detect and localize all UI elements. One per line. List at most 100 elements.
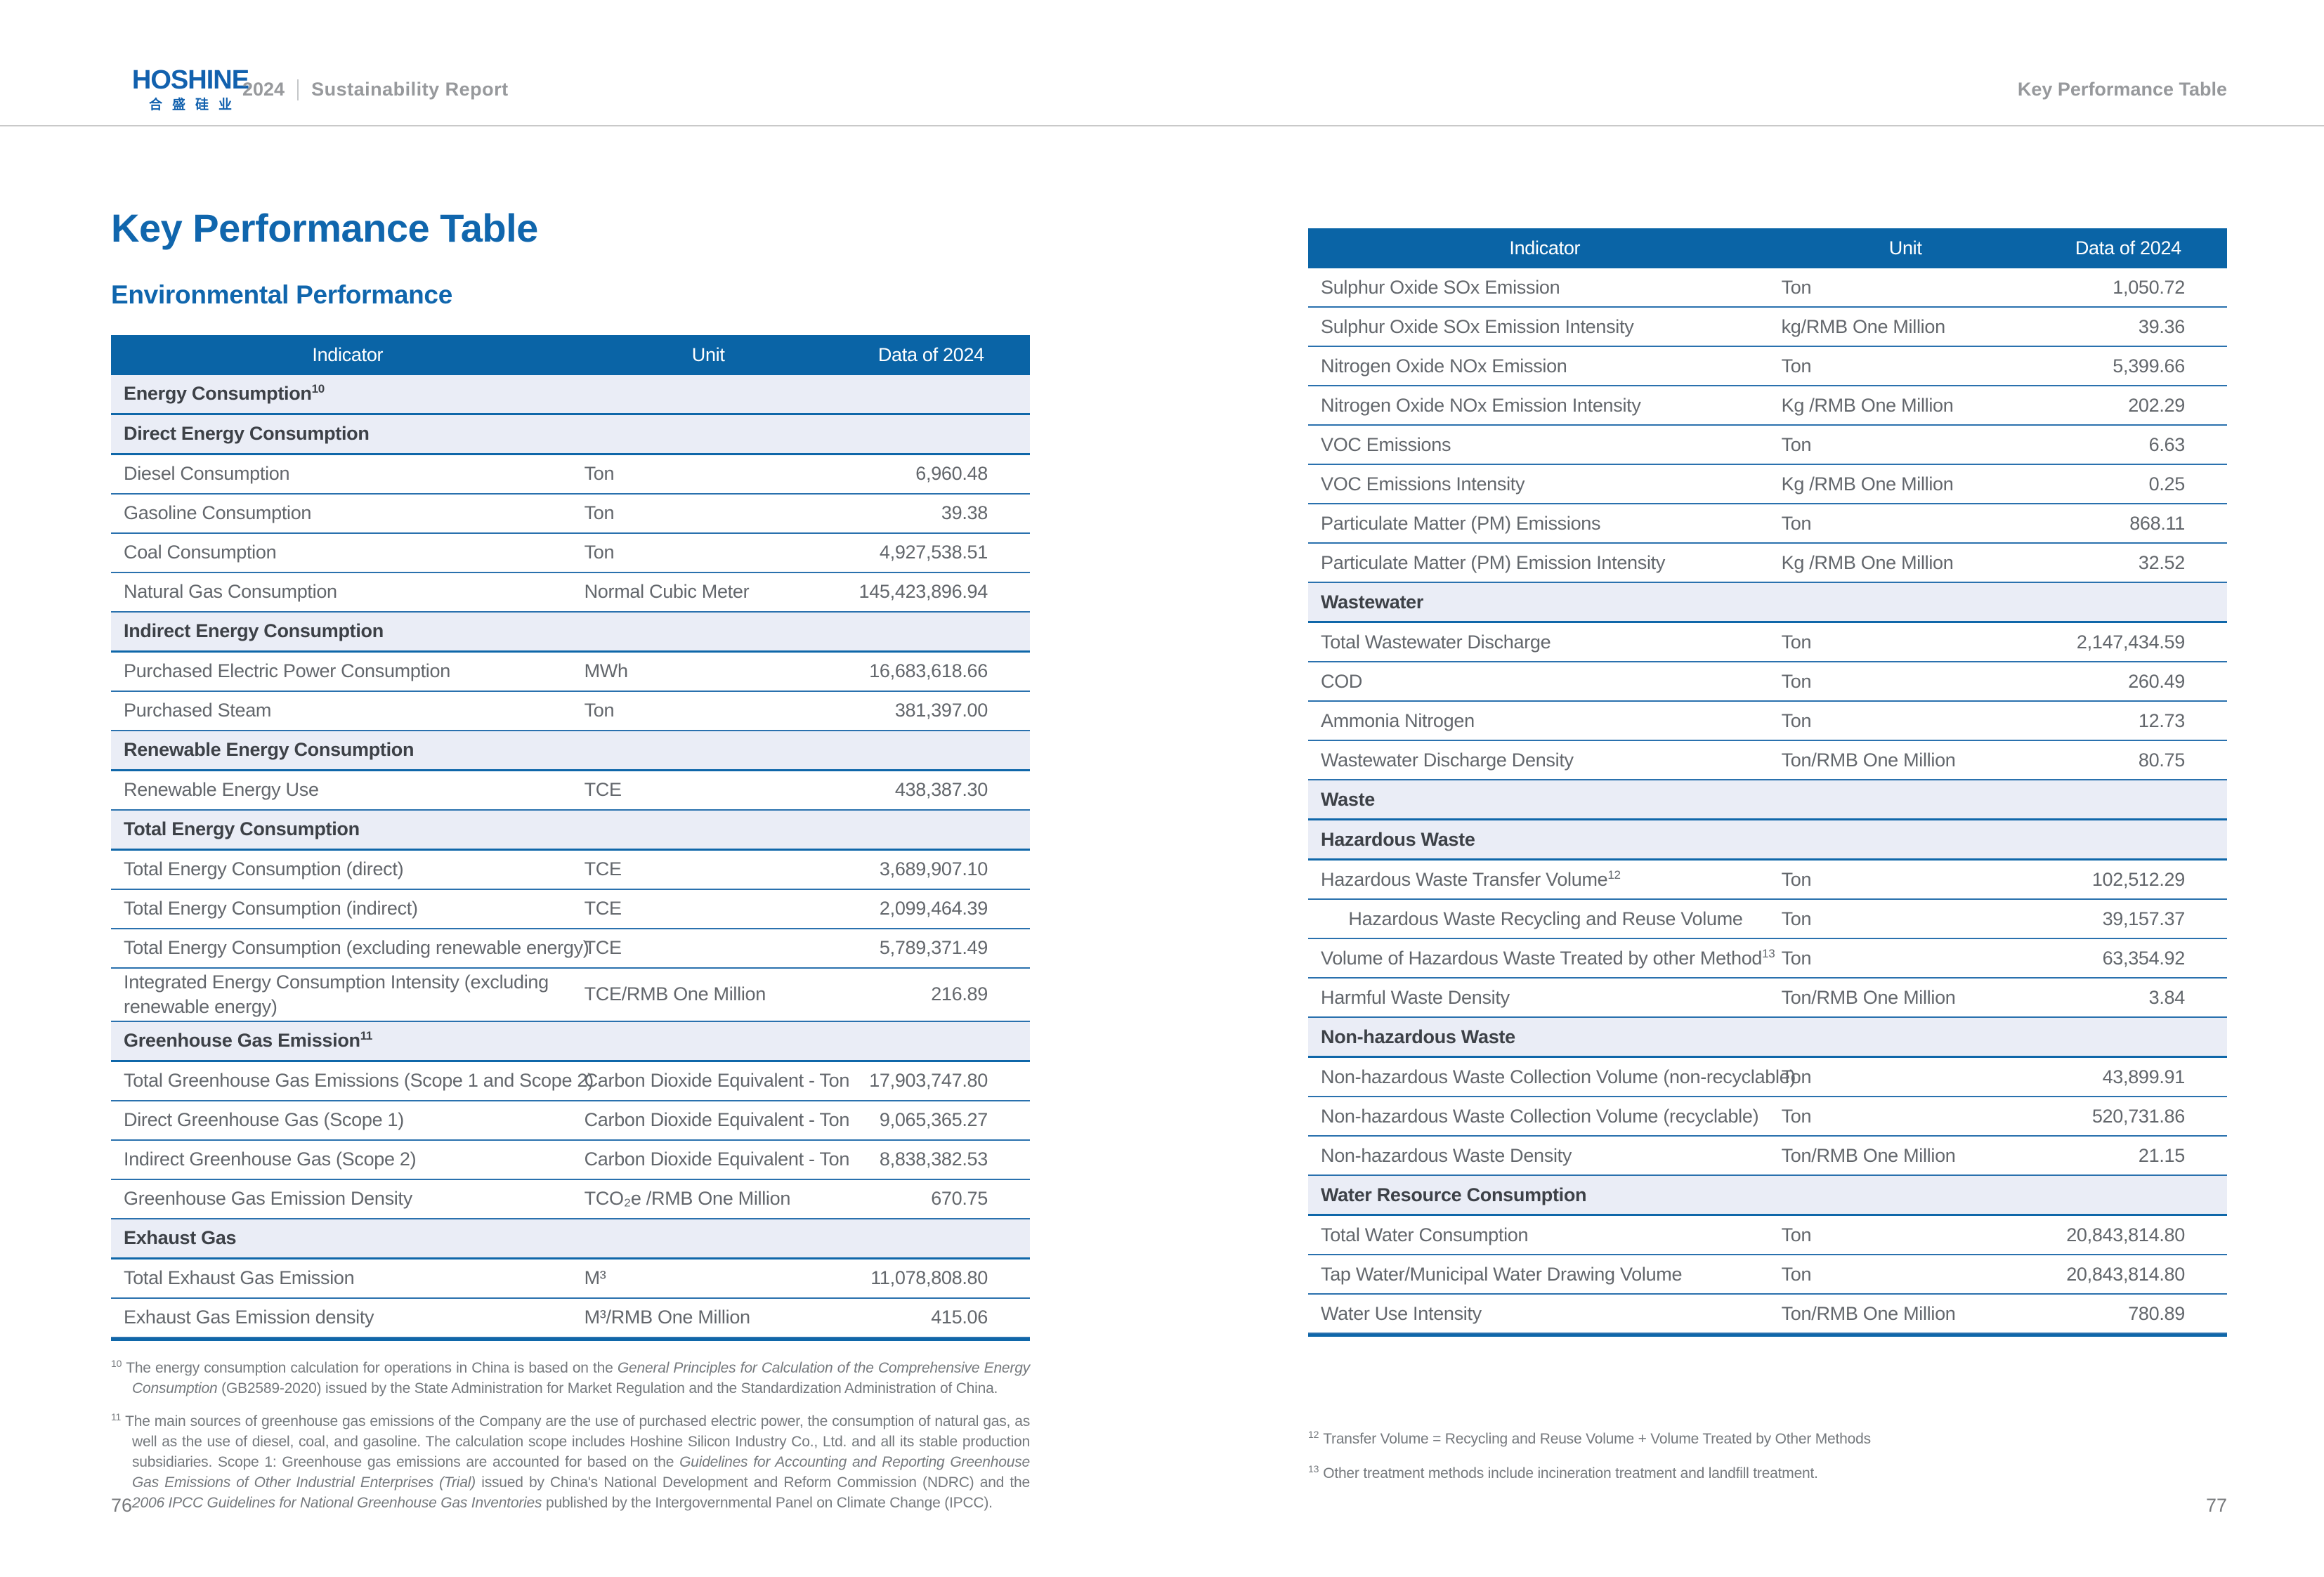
- indicator-cell: Total Exhaust Gas Emission: [124, 1267, 355, 1289]
- value-cell: 2,099,464.39: [879, 898, 988, 920]
- unit-cell: Ton/RMB One Million: [1781, 1302, 1956, 1324]
- indicator-cell: Nitrogen Oxide NOx Emission Intensity: [1321, 394, 1641, 416]
- table-section-row: Non-hazardous Waste: [1308, 1018, 2227, 1058]
- indicator-cell: Exhaust Gas Emission density: [124, 1307, 374, 1328]
- unit-cell: TCE: [584, 779, 622, 801]
- unit-cell: Ton: [584, 463, 615, 485]
- unit-cell: TCE/RMB One Million: [584, 983, 766, 1005]
- table-section-row: Exhaust Gas: [111, 1219, 1030, 1259]
- value-cell: 381,397.00: [894, 700, 988, 721]
- indicator-cell: Exhaust Gas: [124, 1227, 237, 1249]
- indicator-cell: Purchased Electric Power Consumption: [124, 660, 450, 682]
- indicator-cell: Waste: [1321, 788, 1376, 810]
- unit-cell: Carbon Dioxide Equivalent - Ton: [584, 1149, 850, 1170]
- value-cell: 520,731.86: [2091, 1105, 2185, 1127]
- indicator-cell: Total Energy Consumption (excluding rene…: [124, 937, 589, 959]
- table-data-row: Non-hazardous Waste Collection Volume (n…: [1308, 1058, 2227, 1097]
- value-cell: 102,512.29: [2091, 868, 2185, 890]
- table-data-row: Purchased Steam Ton 381,397.00: [111, 692, 1030, 731]
- table-data-row: Total Energy Consumption (excluding rene…: [111, 929, 1030, 969]
- value-cell: 6,960.48: [915, 463, 988, 485]
- table-section-row: Energy Consumption10: [111, 374, 1030, 415]
- indicator-cell: Nitrogen Oxide NOx Emission: [1321, 355, 1567, 377]
- indicator-cell: Total Energy Consumption (direct): [124, 858, 404, 880]
- indicator-cell: Non-hazardous Waste Collection Volume (n…: [1321, 1066, 1796, 1087]
- indicator-cell: Non-hazardous Waste: [1321, 1026, 1515, 1047]
- table-data-row: Volume of Hazardous Waste Treated by oth…: [1308, 939, 2227, 979]
- table-data-row: Tap Water/Municipal Water Drawing Volume…: [1308, 1255, 2227, 1295]
- indicator-cell: VOC Emissions Intensity: [1321, 473, 1525, 495]
- table-data-row: Nitrogen Oxide NOx Emission Intensity Kg …: [1308, 386, 2227, 426]
- unit-cell: TCE: [584, 898, 622, 920]
- table-section-row: Waste: [1308, 780, 2227, 820]
- table-data-row: Purchased Electric Power Consumption MWh 1…: [111, 653, 1030, 692]
- value-cell: 8,838,382.53: [879, 1149, 988, 1170]
- unit-cell: Ton/RMB One Million: [1781, 1144, 1956, 1166]
- page-title: Key Performance Table: [111, 206, 538, 250]
- value-cell: 0.25: [2148, 473, 2186, 495]
- value-cell: 80.75: [2138, 749, 2185, 771]
- table-data-row: Sulphur Oxide SOx Emission Intensity kg/R…: [1308, 308, 2227, 347]
- unit-cell: Ton: [584, 700, 615, 721]
- indicator-cell: Gasoline Consumption: [124, 502, 312, 524]
- table-section-row: Direct Energy Consumption: [111, 414, 1030, 455]
- unit-cell: Ton: [584, 542, 615, 563]
- indicator-cell: Integrated Energy Consumption Intensity …: [124, 971, 549, 1017]
- indicator-cell: Total Energy Consumption (indirect): [124, 898, 418, 920]
- indicator-cell: Indirect Greenhouse Gas (Scope 2): [124, 1149, 417, 1170]
- value-cell: 868.11: [2129, 512, 2185, 534]
- unit-cell: Ton: [584, 502, 615, 524]
- indicator-cell: Water Resource Consumption: [1321, 1184, 1587, 1205]
- header-rule: [0, 125, 2324, 126]
- unit-cell: Ton: [1781, 276, 1812, 298]
- header-section-title: Key Performance Table: [2017, 79, 2227, 100]
- footnote-number: 11: [111, 1411, 122, 1422]
- value-cell: 16,683,618.66: [869, 660, 988, 682]
- indicator-cell: Hazardous Waste Recycling and Reuse Volu…: [1348, 908, 1743, 929]
- unit-cell: Kg /RMB One Million: [1781, 551, 1954, 573]
- table-data-row: Particulate Matter (PM) Emissions Ton 868.…: [1308, 504, 2227, 544]
- value-cell: 39,157.37: [2102, 908, 2186, 929]
- table-section-row: Indirect Energy Consumption: [111, 612, 1030, 653]
- table-section-row: Wastewater: [1308, 583, 2227, 623]
- table-header-row: Indicator Unit Data of 2024: [1308, 228, 2227, 268]
- indicator-cell: Renewable Energy Consumption: [124, 739, 414, 761]
- indicator-cell: Sulphur Oxide SOx Emission: [1321, 276, 1560, 298]
- indicator-cell: Non-hazardous Waste Collection Volume (r…: [1321, 1105, 1759, 1127]
- footnote-text: (GB2589-2020) issued by the State Admini…: [217, 1380, 998, 1396]
- value-cell: 5,789,371.49: [879, 937, 988, 959]
- value-cell: 12.73: [2138, 709, 2185, 731]
- unit-cell: Carbon Dioxide Equivalent - Ton: [584, 1070, 850, 1092]
- table-data-row: Non-hazardous Waste Collection Volume (r…: [1308, 1097, 2227, 1137]
- table-data-row: Ammonia Nitrogen Ton 12.73: [1308, 702, 2227, 741]
- unit-cell: Ton: [1781, 355, 1812, 377]
- table-data-row: Greenhouse Gas Emission Density TCO₂e /RM…: [111, 1180, 1030, 1219]
- table-data-row: Natural Gas Consumption Normal Cubic Mete…: [111, 573, 1030, 613]
- value-cell: 32.52: [2138, 551, 2185, 573]
- left-footnotes: 10 The energy consumption calculation for…: [111, 1354, 1030, 1513]
- table-data-row: Sulphur Oxide SOx Emission Ton 1,050.72: [1308, 268, 2227, 308]
- unit-cell: Ton: [1781, 709, 1812, 731]
- unit-cell: M³/RMB One Million: [584, 1307, 750, 1328]
- environmental-performance-table-right: Indicator Unit Data of 2024 Sulphur Oxide S…: [1308, 228, 2227, 1337]
- indicator-cell: Hazardous Waste: [1321, 828, 1475, 850]
- footnote-number: 10: [111, 1357, 122, 1369]
- indicator-cell: Purchased Steam: [124, 700, 272, 721]
- indicator-cell: Direct Greenhouse Gas (Scope 1): [124, 1109, 404, 1131]
- unit-column-header: Unit: [691, 343, 725, 365]
- unit-cell: Ton/RMB One Million: [1781, 749, 1956, 771]
- table-data-row: Coal Consumption Ton 4,927,538.51: [111, 534, 1030, 573]
- value-cell: 202.29: [2128, 394, 2185, 416]
- table-data-row: Hazardous Waste Transfer Volume12 Ton 102,…: [1308, 861, 2227, 900]
- indicator-cell: Water Use Intensity: [1321, 1302, 1482, 1324]
- unit-cell: Ton: [1781, 512, 1812, 534]
- page-number-left: 76: [111, 1495, 133, 1516]
- table-section-row: Renewable Energy Consumption: [111, 731, 1030, 771]
- table-data-row: Total Exhaust Gas Emission M³ 11,078,808.8…: [111, 1259, 1030, 1299]
- unit-cell: M³: [584, 1267, 606, 1289]
- table-data-row: Nitrogen Oxide NOx Emission Ton 5,399.66: [1308, 347, 2227, 386]
- table-data-row: VOC Emissions Ton 6.63: [1308, 426, 2227, 465]
- table-data-row: COD Ton 260.49: [1308, 662, 2227, 702]
- value-cell: 43,899.91: [2102, 1066, 2186, 1087]
